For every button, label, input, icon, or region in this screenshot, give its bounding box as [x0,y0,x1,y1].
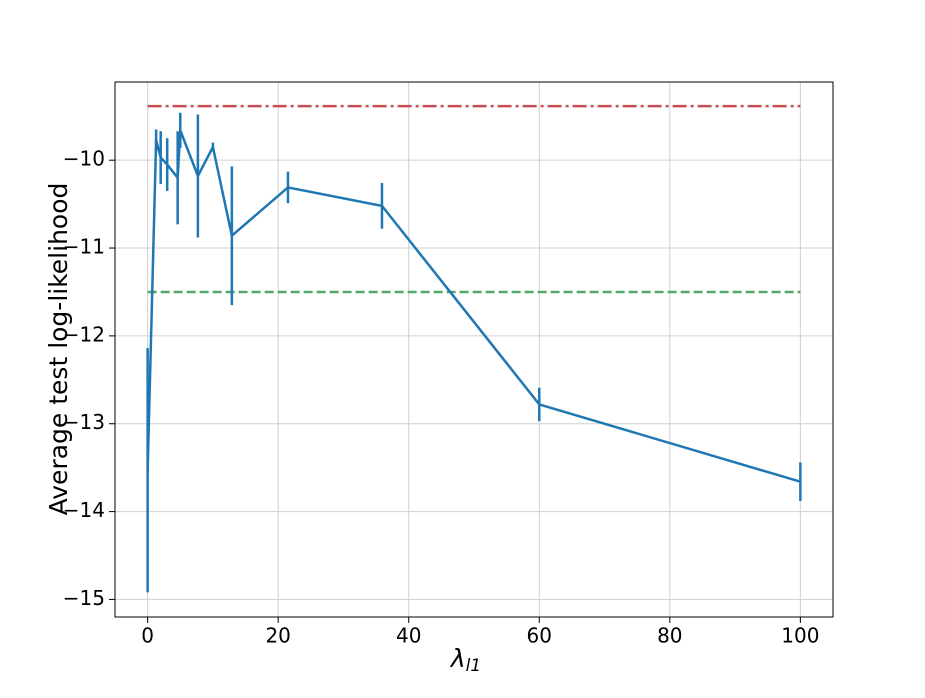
x-axis-label: λl1 [449,644,481,676]
x-tick-label: 80 [657,624,682,648]
y-tick-label: −11 [63,235,105,259]
data-line [146,129,801,483]
x-tick-label: 0 [141,624,154,648]
y-tick-label: −13 [63,410,105,434]
x-tick-label: 20 [265,624,290,648]
y-axis-label: Average test log-likelihood [44,183,73,516]
x-tick-label: 60 [527,624,552,648]
y-tick-label: −15 [63,586,105,610]
x-label-main: λ [449,644,466,673]
plot-frame [114,81,834,618]
x-tick-label: 40 [396,624,421,648]
y-tick-label: −10 [63,147,105,171]
y-tick-label: −14 [63,498,105,522]
x-label-sub: l1 [466,656,482,676]
y-tick-label: −12 [63,322,105,346]
x-tick-label: 100 [781,624,819,648]
